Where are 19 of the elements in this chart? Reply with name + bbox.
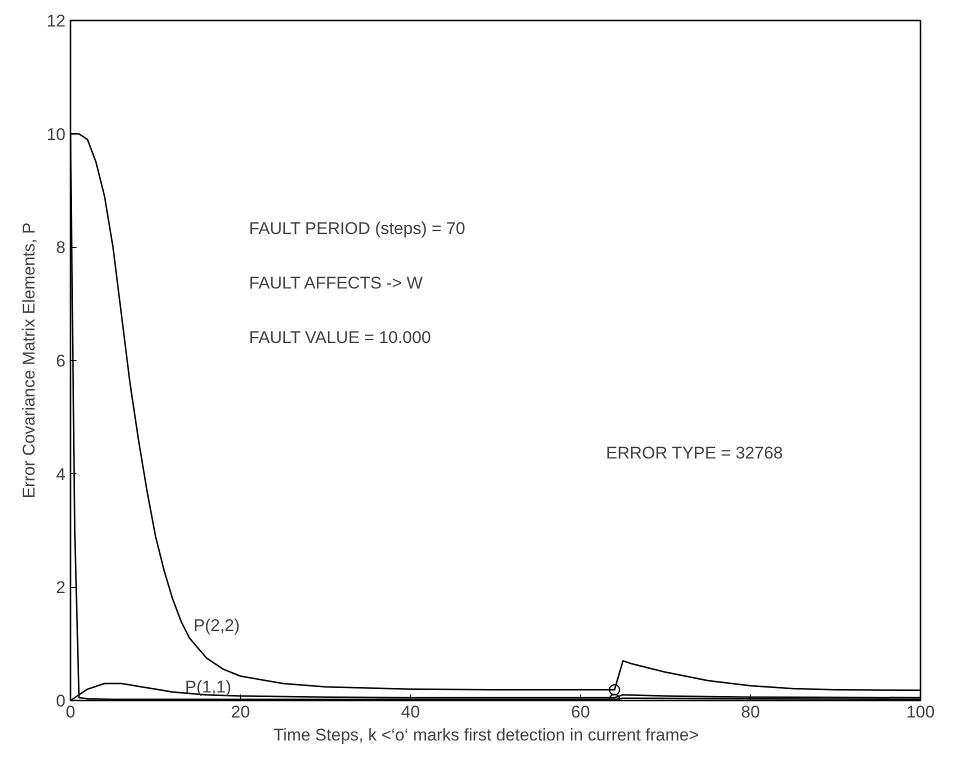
y-tick-label: 12 <box>46 12 66 30</box>
x-tick-label: 40 <box>401 702 420 722</box>
x-tick-label: 100 <box>906 702 935 722</box>
x-tick-label: 60 <box>571 702 590 722</box>
annotation: FAULT AFFECTS -> W <box>249 274 423 292</box>
annotation: FAULT VALUE = 10.000 <box>249 328 431 347</box>
annotation: P(1,1) <box>185 677 232 696</box>
annotation: FAULT PERIOD (steps) = 70 <box>249 219 466 238</box>
x-tick-label: 20 <box>231 702 250 722</box>
y-tick-label: 10 <box>46 124 66 144</box>
y-axis-title: Error Covariance Matrix Elements, P <box>20 222 39 498</box>
y-tick-label: 4 <box>56 464 66 484</box>
x-axis-title: Time Steps, k <‘o‘ marks first detection in current frame> <box>273 726 699 744</box>
y-tick-label: 8 <box>56 238 66 258</box>
annotation: ERROR TYPE = 32768 <box>606 444 783 462</box>
y-tick-label: 2 <box>56 578 66 598</box>
annotation: P(2,2) <box>194 616 240 636</box>
y-tick-label: 6 <box>56 352 66 370</box>
x-tick-label: 80 <box>741 702 760 722</box>
